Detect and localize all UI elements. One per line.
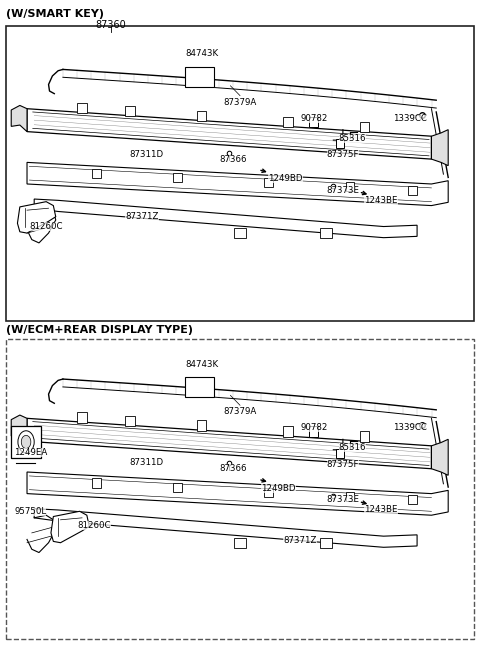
Bar (92, 478, 101, 487)
Bar (125, 106, 135, 116)
Text: 95750L: 95750L (14, 507, 47, 516)
Bar (309, 117, 318, 127)
Bar (360, 122, 369, 133)
Bar (77, 102, 87, 113)
Bar (321, 538, 332, 548)
Text: 87379A: 87379A (223, 407, 257, 417)
Text: 87371Z: 87371Z (125, 213, 158, 221)
Circle shape (21, 436, 31, 449)
Bar (346, 182, 354, 192)
Text: 87366: 87366 (219, 155, 247, 163)
Polygon shape (27, 109, 432, 159)
Bar (77, 412, 87, 422)
Text: 1339CC: 1339CC (393, 114, 427, 123)
Bar (408, 495, 417, 504)
Polygon shape (11, 106, 27, 132)
Bar (283, 426, 293, 437)
Bar (234, 538, 246, 548)
Bar (125, 415, 135, 426)
Text: 85316: 85316 (339, 443, 366, 451)
Bar (197, 420, 206, 431)
Text: (W/SMART KEY): (W/SMART KEY) (6, 9, 105, 19)
Text: 1243BE: 1243BE (364, 506, 398, 514)
Polygon shape (27, 472, 448, 515)
Text: 1249EA: 1249EA (14, 448, 47, 457)
Text: 1249BD: 1249BD (268, 174, 303, 183)
Bar (173, 483, 182, 492)
Polygon shape (51, 511, 89, 543)
Bar (185, 377, 214, 397)
Text: 1243BE: 1243BE (364, 196, 398, 205)
Bar (336, 449, 344, 458)
Polygon shape (27, 163, 448, 205)
Text: 87373E: 87373E (326, 495, 360, 504)
Bar (92, 169, 101, 178)
Bar (185, 68, 214, 87)
Polygon shape (15, 428, 32, 441)
Text: 90782: 90782 (300, 114, 328, 123)
Bar (6, 339, 474, 639)
Bar (309, 426, 318, 437)
Text: 81260C: 81260C (29, 222, 63, 231)
Circle shape (18, 431, 34, 453)
Text: 87366: 87366 (219, 464, 247, 473)
Bar (264, 178, 273, 187)
Bar (408, 186, 417, 195)
Bar (197, 111, 206, 121)
Bar (264, 487, 273, 497)
Text: 87375F: 87375F (327, 460, 359, 468)
Text: 1339CC: 1339CC (393, 423, 427, 432)
Text: 1249BD: 1249BD (261, 484, 296, 493)
Polygon shape (27, 419, 432, 469)
Bar (346, 492, 354, 501)
Polygon shape (34, 199, 417, 237)
Text: 87311D: 87311D (130, 458, 164, 466)
Bar (336, 140, 344, 148)
Text: 87373E: 87373E (326, 186, 360, 195)
Text: 87360: 87360 (96, 20, 126, 30)
Text: 87375F: 87375F (327, 150, 359, 159)
Text: 84743K: 84743K (185, 49, 218, 58)
Bar (234, 228, 246, 238)
Text: 85316: 85316 (339, 134, 366, 142)
Polygon shape (17, 201, 56, 233)
Text: 87379A: 87379A (223, 98, 257, 107)
Polygon shape (432, 130, 448, 166)
Text: 87371Z: 87371Z (283, 536, 316, 545)
Bar (11, 426, 41, 458)
Bar (173, 173, 182, 182)
Polygon shape (34, 508, 417, 547)
Text: 84743K: 84743K (185, 359, 218, 369)
Text: 87311D: 87311D (130, 150, 164, 159)
Bar (283, 117, 293, 127)
Polygon shape (432, 440, 448, 476)
Text: 90782: 90782 (300, 423, 328, 432)
Polygon shape (11, 415, 27, 441)
Bar (321, 228, 332, 238)
Bar (360, 432, 369, 442)
Bar (6, 26, 474, 321)
Text: (W/ECM+REAR DISPLAY TYPE): (W/ECM+REAR DISPLAY TYPE) (6, 325, 193, 335)
Text: 81260C: 81260C (77, 522, 111, 530)
